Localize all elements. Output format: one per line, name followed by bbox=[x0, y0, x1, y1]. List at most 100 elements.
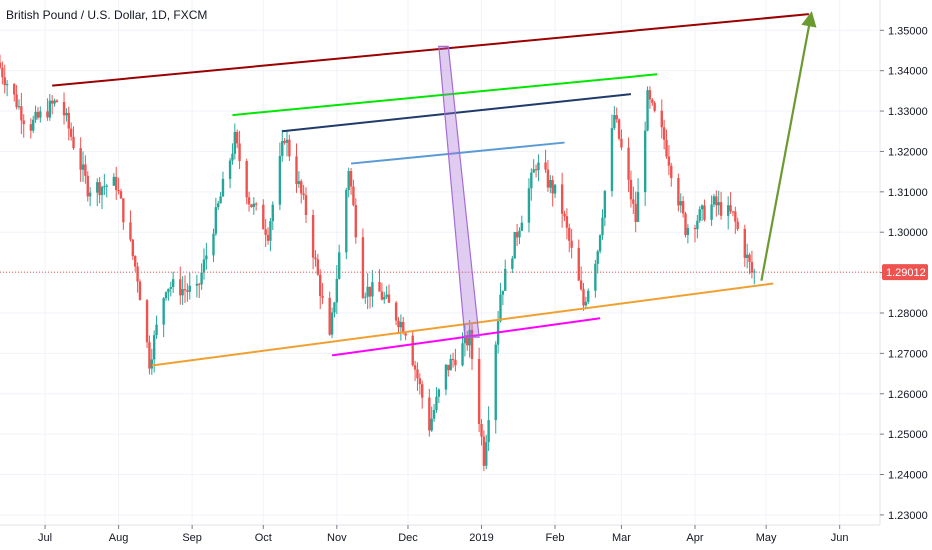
price-tick-label: 1.24000 bbox=[888, 470, 928, 482]
candle-down bbox=[311, 215, 315, 258]
candle-down bbox=[703, 205, 706, 220]
candle-down bbox=[46, 111, 49, 118]
candle-up bbox=[504, 268, 507, 291]
candle-up bbox=[603, 191, 607, 218]
candle-down bbox=[451, 358, 455, 360]
candle-up bbox=[549, 179, 552, 188]
candle-up bbox=[601, 217, 604, 236]
candle-down bbox=[693, 228, 697, 230]
candle-down bbox=[378, 282, 381, 292]
candle-down bbox=[321, 296, 324, 298]
candle-up bbox=[103, 186, 106, 188]
candle-down bbox=[662, 127, 666, 140]
candle-down bbox=[245, 161, 248, 198]
time-tick-label: Jun bbox=[831, 532, 849, 544]
candle-down bbox=[421, 384, 424, 398]
chart-title: British Pound / U.S. Dollar, 1D, FXCM bbox=[6, 8, 208, 22]
time-tick-label: Dec bbox=[398, 532, 418, 544]
trendline bbox=[52, 13, 809, 87]
time-tick-label: 2019 bbox=[469, 532, 493, 544]
candle-down bbox=[235, 131, 239, 144]
candle-down bbox=[84, 164, 87, 176]
candle-up bbox=[205, 255, 208, 260]
candle-up bbox=[337, 252, 341, 279]
candle-up bbox=[200, 272, 203, 285]
candle-up bbox=[444, 364, 448, 390]
candle-down bbox=[79, 148, 82, 170]
candle-down bbox=[138, 281, 142, 301]
candle-down bbox=[629, 179, 633, 200]
candle-up bbox=[169, 287, 172, 289]
price-tick-label: 1.33000 bbox=[888, 106, 928, 118]
last-price-value: 1.29012 bbox=[886, 267, 926, 279]
candle-up bbox=[112, 176, 116, 186]
time-tick-label: Mar bbox=[612, 532, 631, 544]
candle-down bbox=[316, 259, 320, 275]
candle-up bbox=[48, 100, 52, 118]
candle-up bbox=[333, 302, 336, 313]
candle-up bbox=[88, 192, 92, 197]
candle-up bbox=[65, 112, 68, 116]
candle-down bbox=[546, 169, 550, 188]
candle-down bbox=[354, 205, 357, 238]
candle-up bbox=[100, 186, 104, 196]
candle-down bbox=[515, 232, 519, 238]
candle-down bbox=[328, 297, 331, 335]
candle-up bbox=[330, 312, 334, 335]
candle-up bbox=[271, 204, 274, 222]
candle-up bbox=[221, 178, 225, 197]
candle-up bbox=[53, 100, 56, 104]
candle-up bbox=[712, 196, 716, 205]
candle-up bbox=[34, 111, 37, 120]
candle-down bbox=[731, 211, 735, 213]
candle-down bbox=[568, 227, 571, 241]
candle-down bbox=[670, 165, 673, 178]
candle-up bbox=[437, 389, 441, 397]
candle-down bbox=[29, 124, 33, 131]
candle-up bbox=[228, 160, 232, 179]
candle-up bbox=[188, 285, 191, 292]
candle-up bbox=[501, 290, 505, 295]
candle-up bbox=[162, 298, 165, 325]
candle-up bbox=[726, 205, 730, 216]
candle-down bbox=[368, 286, 372, 297]
trendline bbox=[282, 93, 632, 133]
candle-down bbox=[183, 289, 187, 291]
candle-down bbox=[681, 201, 685, 214]
candle-up bbox=[364, 296, 367, 298]
candle-down bbox=[677, 177, 680, 206]
candle-up bbox=[696, 220, 699, 230]
candle-up bbox=[105, 185, 108, 187]
trendline-drawings[interactable] bbox=[52, 11, 817, 367]
candle-down bbox=[98, 182, 101, 196]
price-tick-label: 1.32000 bbox=[888, 146, 928, 158]
candle-down bbox=[627, 147, 630, 180]
candle-down bbox=[534, 169, 538, 171]
candle-down bbox=[349, 171, 353, 187]
candle-down bbox=[480, 423, 483, 437]
candle-down bbox=[300, 181, 303, 194]
candle-down bbox=[36, 111, 40, 118]
candle-up bbox=[219, 196, 222, 204]
candle-up bbox=[231, 153, 234, 161]
candle-down bbox=[667, 156, 671, 166]
candle-up bbox=[214, 207, 218, 234]
candle-down bbox=[634, 203, 637, 222]
candle-up bbox=[217, 203, 220, 208]
trendline bbox=[232, 73, 658, 117]
candle-down bbox=[352, 186, 355, 206]
price-axis[interactable]: 1.35000 1.34000 1.33000 1.32000 1.31000 1.300… bbox=[880, 25, 928, 522]
candle-up bbox=[520, 222, 524, 231]
last-price-badge: 1.29012 bbox=[882, 264, 928, 281]
candle-up bbox=[487, 420, 490, 443]
candle-down bbox=[750, 262, 754, 273]
candle-down bbox=[563, 213, 566, 217]
candle-up bbox=[39, 111, 42, 118]
candle-down bbox=[579, 280, 583, 290]
candle-down bbox=[404, 333, 407, 336]
candle-up bbox=[485, 442, 488, 466]
time-axis[interactable]: Jul Aug Sep Oct Nov Dec 2019 Feb Mar Apr May Jun bbox=[38, 525, 849, 544]
candle-down bbox=[15, 94, 18, 108]
candle-down bbox=[620, 138, 623, 148]
